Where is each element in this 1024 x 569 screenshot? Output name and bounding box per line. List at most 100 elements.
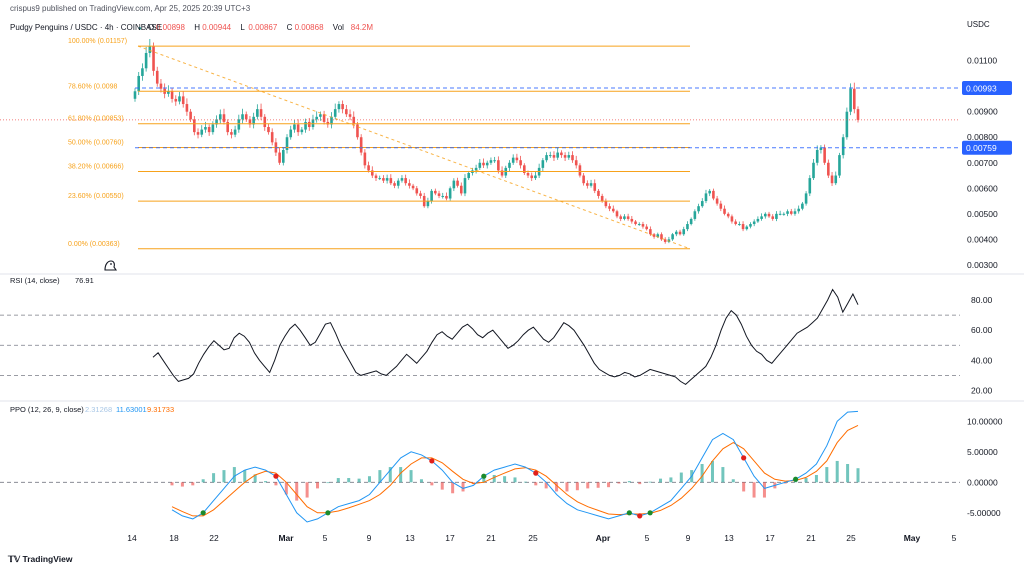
rsi-axis-tick: 80.00 bbox=[971, 295, 993, 305]
candle-body bbox=[296, 124, 300, 133]
rsi-line bbox=[152, 288, 859, 386]
candle-body bbox=[834, 175, 838, 184]
candle-body bbox=[178, 96, 181, 102]
candle-body bbox=[730, 216, 734, 222]
market-status-dot: ● bbox=[138, 26, 142, 32]
candle-body bbox=[497, 160, 500, 171]
candle-body bbox=[741, 224, 745, 230]
ppo-title: PPO (12, 26, 9, close) bbox=[10, 405, 84, 414]
ppo-histogram-bar bbox=[305, 482, 309, 498]
ppo-histogram-bar bbox=[721, 467, 725, 483]
candle-body bbox=[193, 119, 196, 133]
candle-body bbox=[560, 152, 563, 156]
tradingview-logo: 𝕋𝕍 TradingView bbox=[8, 554, 72, 565]
candle-body bbox=[482, 162, 485, 166]
candle-body bbox=[593, 183, 597, 191]
ppo-histogram-bar bbox=[523, 481, 527, 483]
candle-body bbox=[523, 165, 526, 173]
candle-body bbox=[252, 116, 255, 125]
ppo-histogram-bar bbox=[565, 482, 569, 492]
price-level-tag bbox=[962, 140, 1012, 155]
time-axis-tick: 17 bbox=[765, 533, 775, 543]
candle-body bbox=[515, 157, 519, 161]
candle-body bbox=[270, 132, 274, 143]
ohlc-label: C bbox=[287, 23, 293, 32]
candle-body bbox=[634, 221, 637, 225]
ppo-histogram-bar bbox=[419, 479, 423, 483]
price-axis-tick: 0.00800 bbox=[967, 132, 998, 142]
ppo-cross-marker bbox=[325, 510, 331, 516]
candle-body bbox=[341, 104, 344, 110]
ppo-histogram-bar bbox=[814, 474, 818, 483]
ppo-histogram-bar bbox=[388, 467, 392, 483]
candle-body bbox=[745, 226, 749, 230]
candle-body bbox=[152, 46, 155, 71]
ppo-cross-marker bbox=[793, 476, 799, 482]
candle-body bbox=[823, 147, 826, 163]
candle-body bbox=[393, 183, 396, 186]
candle-body bbox=[419, 193, 422, 196]
candle-body bbox=[382, 178, 385, 181]
ppo-histogram-bar bbox=[212, 473, 216, 483]
ppo-histogram-bar bbox=[326, 482, 330, 484]
time-axis-tick: 21 bbox=[806, 533, 816, 543]
candle-body bbox=[230, 132, 233, 135]
time-axis-tick: 25 bbox=[846, 533, 856, 543]
candle-body bbox=[804, 193, 808, 204]
candle-body bbox=[170, 91, 174, 99]
candle-body bbox=[155, 70, 159, 84]
rsi-axis-tick: 20.00 bbox=[971, 385, 993, 395]
time-axis-tick: 13 bbox=[724, 533, 734, 543]
candle-body bbox=[256, 109, 259, 117]
ppo-histogram-bar bbox=[648, 481, 652, 483]
ppo-histogram-bar bbox=[783, 482, 787, 484]
time-axis-tick: 14 bbox=[127, 533, 137, 543]
publish-info: crispus9 published on TradingView.com, A… bbox=[10, 4, 251, 13]
ppo-histogram-bar bbox=[347, 478, 351, 483]
candle-body bbox=[319, 114, 322, 117]
ohlc-label: H bbox=[194, 23, 200, 32]
candle-body bbox=[586, 183, 589, 186]
candle-body bbox=[675, 231, 678, 235]
candle-body bbox=[463, 178, 467, 194]
candle-body bbox=[797, 208, 800, 212]
penguin-icon bbox=[104, 260, 118, 271]
candle-body bbox=[141, 68, 144, 76]
candle-body bbox=[485, 162, 489, 166]
candle-body bbox=[764, 213, 767, 217]
candle-body bbox=[830, 175, 834, 184]
candle-body bbox=[356, 124, 359, 138]
candle-body bbox=[552, 155, 556, 158]
ppo-histogram-bar bbox=[316, 482, 320, 489]
price-axis-tick: 0.00900 bbox=[967, 107, 998, 117]
candle-body bbox=[626, 216, 630, 219]
candle-body bbox=[337, 104, 341, 110]
candle-body bbox=[589, 183, 593, 186]
ppo-histogram-bar bbox=[555, 482, 559, 492]
candle-body bbox=[615, 211, 619, 217]
ppo-axis-tick: 0.00000 bbox=[967, 477, 998, 487]
candle-body bbox=[812, 162, 815, 179]
candle-body bbox=[719, 203, 723, 209]
candle-body bbox=[845, 111, 849, 138]
ppo-histogram-bar bbox=[669, 477, 673, 483]
candle-body bbox=[686, 224, 689, 230]
candle-body bbox=[793, 211, 797, 214]
candle-body bbox=[508, 162, 511, 168]
candle-body bbox=[396, 180, 400, 186]
candle-body bbox=[200, 129, 204, 135]
price-level-tag-label: 0.00993 bbox=[966, 83, 997, 93]
candle-body bbox=[786, 211, 789, 214]
candle-body bbox=[660, 234, 663, 240]
ppo-histogram-bar bbox=[638, 482, 642, 485]
time-axis-tick: May bbox=[904, 533, 921, 543]
candle-body bbox=[374, 175, 378, 179]
candle-body bbox=[244, 114, 248, 120]
symbol-title: Pudgy Penguins / USDC · 4h · COINBASE bbox=[10, 23, 162, 32]
candle-body bbox=[159, 83, 163, 89]
time-axis-tick: 5 bbox=[952, 533, 957, 543]
candle-body bbox=[827, 162, 830, 176]
candle-body bbox=[215, 119, 218, 125]
price-level-tag-label: 0.00759 bbox=[966, 143, 997, 153]
ohlc-label: L bbox=[240, 23, 245, 32]
